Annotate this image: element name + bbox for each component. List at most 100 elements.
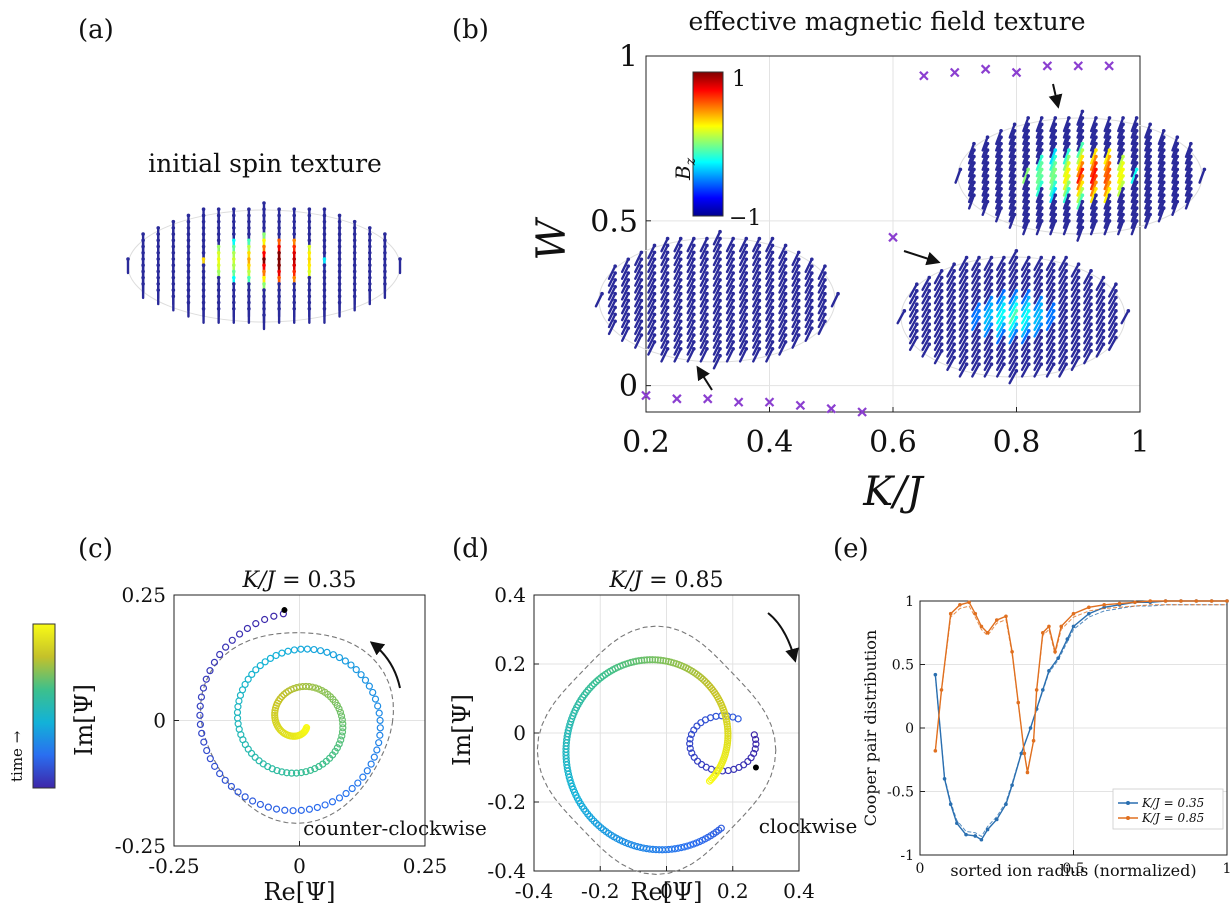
spin-arrow [1058, 282, 1068, 298]
spin-arrow-head [1080, 180, 1085, 185]
spin-arrow [1184, 148, 1193, 165]
spin-arrow [817, 306, 827, 322]
spin-arrow [995, 329, 1006, 345]
series-point [933, 672, 938, 677]
spin-arrow [620, 326, 630, 342]
spin-arrow [995, 309, 1006, 325]
spin-arrow-head [322, 238, 327, 243]
spin-arrow [1083, 282, 1093, 298]
spin-arrow-head [352, 294, 357, 299]
spin-arrow [778, 326, 787, 342]
spin-arrow-head [1175, 141, 1180, 146]
spin-arrow-head [757, 319, 762, 324]
spin-arrow-head [171, 282, 176, 286]
spin-arrow-head [1027, 289, 1031, 293]
spin-arrow-head [718, 229, 722, 234]
spin-arrow [791, 264, 800, 280]
spin-arrow-head [823, 305, 827, 310]
field-texture-disc-high [954, 109, 1207, 242]
trajectory-point [241, 793, 249, 801]
spin-arrow-head [1121, 116, 1125, 120]
spin-arrow [791, 306, 800, 322]
spin-arrow-head [247, 306, 251, 311]
spin-arrow-head [1089, 342, 1093, 346]
spin-arrow-head [216, 300, 221, 305]
spin-arrow-head [731, 271, 735, 275]
spin-arrow [1076, 116, 1084, 133]
spin-arrow [1184, 187, 1193, 204]
spin-arrow-head [1026, 161, 1030, 165]
spin-arrow [1033, 342, 1043, 358]
spin-arrow-head [1114, 315, 1118, 320]
spin-arrow [971, 289, 981, 305]
spin-arrow [1033, 356, 1043, 372]
spin-arrow-head [1161, 154, 1166, 159]
spin-arrow-head [1114, 295, 1118, 300]
spin-arrow-head [262, 263, 266, 268]
spin-arrow-head [156, 263, 161, 268]
spin-arrow-head [810, 271, 814, 275]
spin-arrow-head [1064, 262, 1068, 266]
spin-arrow [699, 333, 709, 349]
chart-e: 0 0.5 1-1-0.500.51K/J = 0.35K/J = 0.85sort… [861, 594, 1231, 880]
spin-arrow [1130, 116, 1138, 133]
spin-arrow [1049, 123, 1057, 139]
spin-arrow-head [810, 305, 814, 310]
spin-arrow-head [823, 319, 827, 324]
field-texture-disc-low [594, 229, 840, 370]
spin-arrow-head [1014, 289, 1019, 293]
spin-arrow-head [989, 362, 994, 366]
spin-arrow-head [262, 201, 266, 205]
spin-arrow [1058, 362, 1068, 378]
spin-arrow-head [1114, 289, 1118, 293]
spin-arrow [1144, 155, 1152, 171]
spin-arrow-head [1067, 128, 1071, 133]
spin-arrow [971, 269, 981, 285]
spin-arrow-head [307, 282, 312, 286]
y-tick-label: 0 [905, 721, 914, 737]
spin-arrow-head [1148, 212, 1152, 217]
spin-arrow [1022, 142, 1030, 158]
spin-arrow [1171, 161, 1179, 178]
trajectory-point [199, 684, 208, 692]
spin-arrow [1076, 136, 1084, 152]
spin-arrow-head [977, 335, 981, 340]
spin-arrow-head [757, 326, 762, 330]
spin-arrow [620, 320, 630, 336]
trajectory-point [302, 768, 310, 776]
spin-arrow-head [1107, 219, 1112, 223]
legend-label: K/J = 0.35 [1141, 796, 1204, 810]
spin-arrow [778, 271, 787, 287]
spin-arrow [817, 320, 827, 336]
spin-arrow-head [1053, 212, 1058, 217]
series-point [1041, 688, 1045, 692]
spin-arrow-head [1134, 122, 1139, 127]
spin-arrow [1070, 276, 1080, 292]
spin-arrow [967, 142, 976, 158]
spin-arrow-head [1148, 186, 1152, 191]
spin-arrow-head [337, 238, 342, 243]
series-point [1010, 650, 1014, 654]
spin-arrow-head [718, 291, 722, 296]
spin-arrow [738, 313, 748, 329]
spin-arrow-head [705, 236, 709, 241]
spin-arrow-head [1189, 161, 1193, 165]
spin-arrow-head [1002, 269, 1006, 273]
spin-arrow-head [757, 298, 762, 303]
spin-arrow [921, 276, 931, 292]
time-colorbar: time → [8, 623, 56, 789]
trajectory-point [367, 760, 375, 768]
spin-arrow [778, 278, 787, 294]
spin-arrow-head [977, 295, 981, 300]
spin-arrow-head [977, 355, 981, 360]
spin-arrow [983, 322, 993, 338]
spin-arrow-head [277, 306, 281, 311]
spin-arrow-head [1064, 275, 1068, 280]
spin-arrow [1144, 136, 1152, 152]
spin-arrow-head [1089, 349, 1093, 353]
spin-arrow-head [1053, 199, 1058, 204]
spin-arrow-head [1039, 335, 1044, 340]
spin-arrow-head [613, 298, 617, 303]
trajectory-point [590, 680, 598, 688]
spin-arrow-head [999, 148, 1003, 152]
